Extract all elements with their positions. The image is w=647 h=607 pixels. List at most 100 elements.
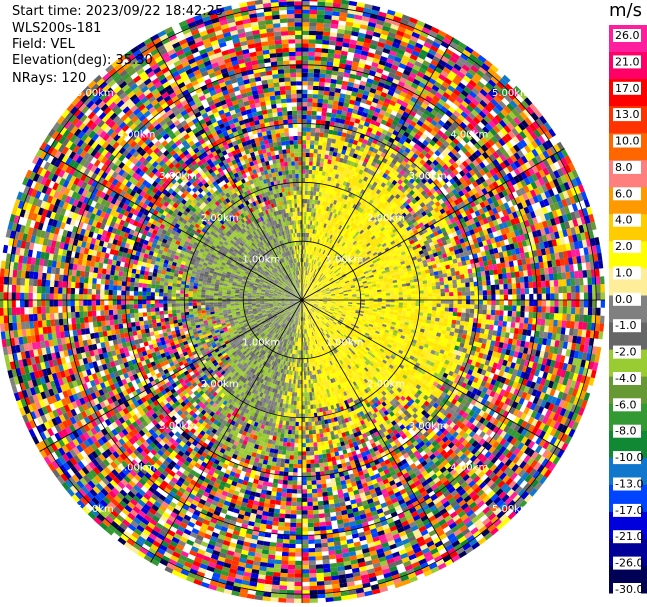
velocity-gate bbox=[599, 268, 605, 277]
velocity-gate bbox=[516, 294, 521, 300]
velocity-gate bbox=[305, 249, 308, 254]
velocity-gate bbox=[302, 156, 306, 162]
velocity-gate bbox=[482, 285, 487, 291]
velocity-gate bbox=[503, 289, 509, 295]
velocity-gate bbox=[333, 147, 339, 153]
velocity-gate bbox=[490, 309, 496, 316]
velocity-gate bbox=[578, 314, 584, 323]
velocity-gate bbox=[460, 278, 466, 284]
velocity-gate bbox=[385, 290, 391, 294]
velocity-gate bbox=[355, 74, 362, 81]
velocity-gate bbox=[302, 22, 310, 27]
velocity-gate bbox=[518, 265, 524, 272]
velocity-gate bbox=[566, 278, 571, 287]
velocity-gate bbox=[369, 43, 378, 50]
velocity-gate bbox=[481, 318, 487, 325]
velocity-gate bbox=[498, 320, 503, 327]
velocity-gate bbox=[552, 266, 558, 274]
velocity-gate bbox=[373, 53, 382, 60]
velocity-gate bbox=[365, 301, 370, 304]
velocity-gate bbox=[595, 323, 600, 332]
velocity-gate bbox=[360, 54, 368, 61]
velocity-gate bbox=[461, 308, 466, 313]
velocity-gate bbox=[461, 300, 467, 305]
velocity-gate bbox=[306, 123, 312, 128]
velocity-gate bbox=[316, 234, 320, 239]
velocity-gate bbox=[351, 31, 359, 37]
velocity-gate bbox=[311, 174, 316, 179]
velocity-gate bbox=[423, 303, 429, 307]
velocity-gate bbox=[339, 179, 345, 185]
velocity-gate bbox=[587, 315, 592, 323]
velocity-gate bbox=[305, 148, 310, 153]
velocity-gate bbox=[489, 269, 494, 276]
velocity-gate bbox=[311, 268, 314, 273]
velocity-gate bbox=[317, 239, 320, 244]
velocity-gate bbox=[377, 295, 382, 298]
velocity-gate bbox=[423, 309, 428, 314]
velocity-gate bbox=[310, 190, 314, 196]
velocity-gate bbox=[487, 300, 492, 305]
velocity-gate bbox=[328, 40, 337, 46]
velocity-gate bbox=[318, 239, 322, 244]
velocity-gate bbox=[316, 157, 321, 163]
velocity-gate bbox=[567, 300, 572, 308]
velocity-gate bbox=[304, 283, 307, 288]
velocity-gate bbox=[314, 199, 318, 205]
velocity-gate bbox=[385, 304, 391, 307]
velocity-gate bbox=[320, 124, 326, 129]
velocity-gate bbox=[305, 165, 309, 170]
velocity-gate bbox=[570, 314, 576, 322]
velocity-gate bbox=[600, 307, 605, 316]
velocity-gate bbox=[366, 113, 373, 120]
velocity-gate bbox=[512, 294, 517, 300]
velocity-gate bbox=[380, 55, 388, 62]
velocity-gate bbox=[343, 72, 351, 78]
velocity-gate bbox=[326, 108, 333, 113]
velocity-gate bbox=[303, 283, 305, 288]
velocity-gate bbox=[302, 291, 304, 296]
velocity-gate bbox=[398, 305, 403, 308]
velocity-gate bbox=[491, 294, 496, 300]
velocity-gate bbox=[315, 166, 320, 171]
velocity-gate bbox=[323, 162, 328, 168]
velocity-gate bbox=[327, 159, 332, 165]
velocity-gate bbox=[305, 161, 310, 166]
velocity-gate bbox=[360, 98, 367, 104]
velocity-gate bbox=[398, 22, 408, 29]
velocity-gate bbox=[519, 317, 525, 324]
velocity-gate bbox=[302, 165, 306, 170]
velocity-gate bbox=[357, 110, 364, 116]
velocity-gate bbox=[384, 17, 393, 24]
velocity-gate bbox=[302, 236, 304, 242]
velocity-gate bbox=[309, 250, 312, 255]
velocity-gate bbox=[452, 283, 458, 289]
velocity-gate bbox=[313, 81, 320, 86]
velocity-gate bbox=[367, 21, 377, 28]
velocity-gate bbox=[316, 22, 324, 28]
velocity-gate bbox=[435, 278, 440, 283]
velocity-gate bbox=[436, 296, 441, 300]
velocity-gate bbox=[303, 245, 305, 250]
velocity-gate bbox=[311, 263, 314, 268]
velocity-gate bbox=[317, 174, 322, 180]
velocity-gate bbox=[323, 236, 327, 242]
velocity-gate bbox=[470, 291, 475, 296]
velocity-gate bbox=[330, 23, 339, 29]
velocity-gate bbox=[393, 15, 402, 23]
velocity-gate bbox=[341, 193, 346, 199]
velocity-gate bbox=[365, 117, 372, 124]
velocity-gate bbox=[307, 77, 314, 82]
velocity-gate bbox=[386, 9, 396, 16]
velocity-gate bbox=[344, 297, 349, 299]
velocity-gate bbox=[342, 42, 350, 48]
velocity-gate bbox=[309, 161, 313, 166]
velocity-gate bbox=[478, 304, 483, 310]
velocity-gate bbox=[302, 148, 306, 153]
velocity-gate bbox=[394, 292, 399, 296]
velocity-gate bbox=[336, 75, 344, 81]
velocity-gate bbox=[325, 171, 330, 177]
velocity-gate bbox=[423, 290, 429, 294]
velocity-gate bbox=[520, 288, 525, 295]
velocity-gate bbox=[306, 127, 311, 132]
